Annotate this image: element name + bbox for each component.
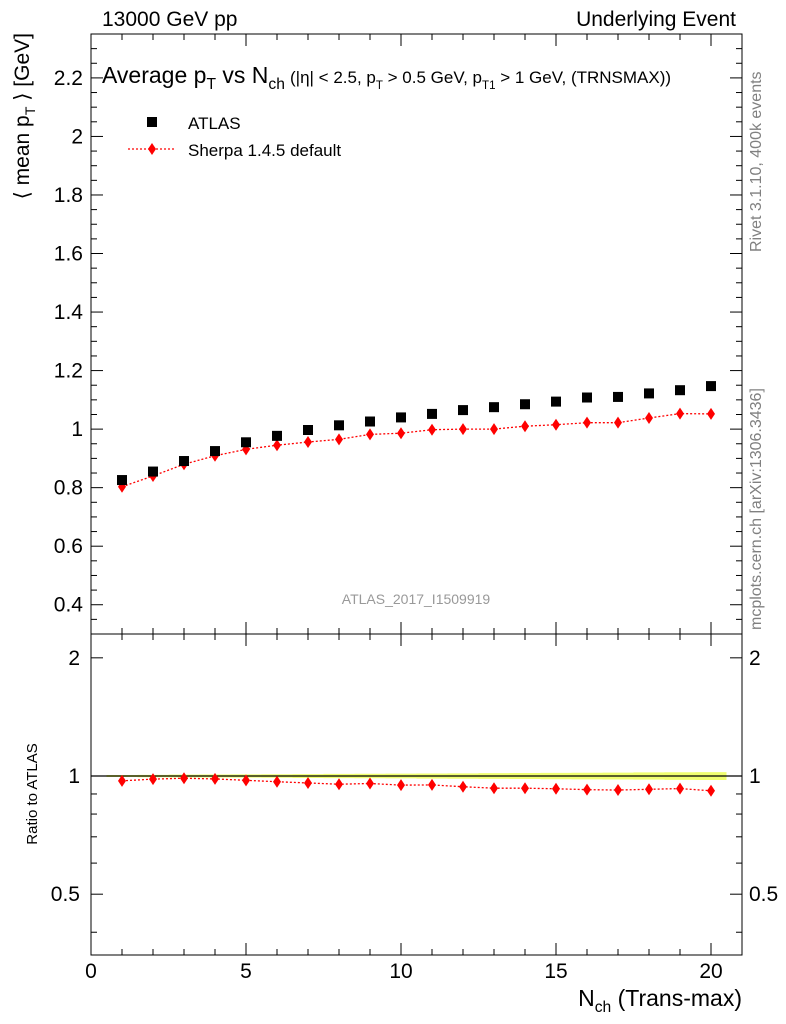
y-axis-title: ⟨ mean pT ⟩ [GeV] — [11, 33, 39, 199]
atlas-point — [582, 392, 592, 403]
ratio-point — [645, 783, 653, 796]
x-tick-label: 10 — [389, 960, 412, 983]
atlas-point — [241, 437, 251, 448]
x-tick-label: 15 — [544, 960, 567, 983]
sherpa-series-line — [121, 412, 712, 488]
y-tick-label: 2.2 — [54, 67, 83, 90]
ratio-point — [521, 782, 529, 795]
ratio-point — [211, 772, 219, 785]
y-tick-label: 1 — [71, 418, 83, 441]
atlas-point — [148, 466, 158, 477]
atlas-point — [613, 391, 623, 402]
sherpa-point — [459, 423, 467, 436]
ratio-y-tick-label-right: 1 — [749, 765, 761, 788]
atlas-point — [179, 456, 189, 467]
sherpa-point — [645, 412, 653, 424]
header-right: Underlying Event — [576, 8, 736, 31]
ratio-point — [459, 780, 467, 793]
ratio-panel-frame — [90, 633, 743, 956]
atlas-point — [644, 388, 654, 399]
atlas-point — [365, 416, 375, 427]
sherpa-point — [583, 416, 591, 429]
plot-title: Average pT vs Nch — [102, 62, 285, 93]
atlas-point — [706, 381, 716, 392]
x-tick-label: 0 — [85, 960, 97, 983]
atlas-point — [210, 446, 220, 457]
legend-atlas-marker — [147, 117, 157, 127]
atlas-point — [551, 396, 561, 407]
y-tick-label: 1.6 — [54, 243, 83, 266]
analysis-watermark: ATLAS_2017_I1509919 — [342, 591, 491, 607]
ratio-point — [118, 774, 126, 787]
y-tick-label: 0.4 — [54, 594, 84, 617]
atlas-point — [458, 405, 468, 416]
sherpa-point — [366, 428, 374, 441]
header-left: 13000 GeV pp — [102, 8, 238, 31]
ratio-point — [552, 782, 560, 795]
sherpa-point — [707, 407, 715, 420]
atlas-point — [396, 412, 406, 423]
ratio-y-tick-label: 2 — [68, 647, 80, 670]
y-tick-label: 1.2 — [54, 360, 83, 383]
ratio-point — [707, 784, 715, 797]
sherpa-point — [521, 420, 529, 433]
sherpa-point — [614, 416, 622, 429]
y-tick-label: 0.8 — [54, 477, 83, 500]
atlas-point — [272, 430, 282, 441]
atlas-point — [117, 475, 127, 486]
legend-atlas-label: ATLAS — [188, 114, 241, 133]
atlas-point — [427, 408, 437, 419]
sherpa-point — [490, 423, 498, 436]
ratio-y-tick-label-right: 2 — [749, 647, 761, 670]
ratio-point — [304, 776, 312, 789]
legend-sherpa-marker — [148, 143, 156, 155]
sherpa-point — [273, 439, 281, 452]
ratio-series-line — [121, 777, 712, 792]
ratio-point — [273, 775, 281, 788]
ratio-point — [366, 777, 374, 790]
ratio-y-tick-label: 0.5 — [51, 883, 80, 906]
ratio-y-tick-label-right: 0.5 — [749, 883, 778, 906]
ratio-point — [397, 779, 405, 792]
sherpa-point — [304, 436, 312, 448]
atlas-point — [303, 425, 313, 435]
y-tick-label: 1.8 — [54, 184, 83, 207]
ratio-point — [614, 784, 622, 797]
ratio-y-axis-title: Ratio to ATLAS — [24, 743, 41, 844]
y-tick-label: 2 — [71, 125, 83, 148]
ratio-point — [428, 778, 436, 791]
atlas-point — [520, 399, 530, 410]
sherpa-point — [676, 407, 684, 420]
ratio-point — [583, 783, 591, 796]
sherpa-point — [335, 433, 343, 446]
legend-sherpa-label: Sherpa 1.4.5 default — [188, 141, 341, 160]
sherpa-point — [397, 427, 405, 440]
x-tick-label: 20 — [699, 960, 722, 983]
ratio-point — [180, 772, 188, 785]
y-tick-label: 0.6 — [54, 535, 83, 558]
y-tick-label: 1.4 — [54, 301, 84, 324]
x-tick-label: 5 — [240, 960, 252, 983]
ratio-point — [335, 778, 343, 791]
ratio-y-tick-label: 1 — [68, 765, 80, 788]
sherpa-point — [552, 418, 560, 431]
atlas-point — [675, 385, 685, 396]
ratio-point — [242, 774, 250, 787]
atlas-point — [334, 420, 344, 431]
ratio-point — [149, 773, 157, 786]
atlas-point — [489, 402, 499, 413]
plot-title-cuts: (|η| < 2.5, pT > 0.5 GeV, pT1 > 1 GeV, (… — [290, 68, 671, 92]
sherpa-point — [428, 423, 436, 436]
x-axis-title: Nch (Trans-max) — [578, 985, 742, 1016]
ratio-point — [676, 782, 684, 795]
ratio-point — [490, 782, 498, 795]
